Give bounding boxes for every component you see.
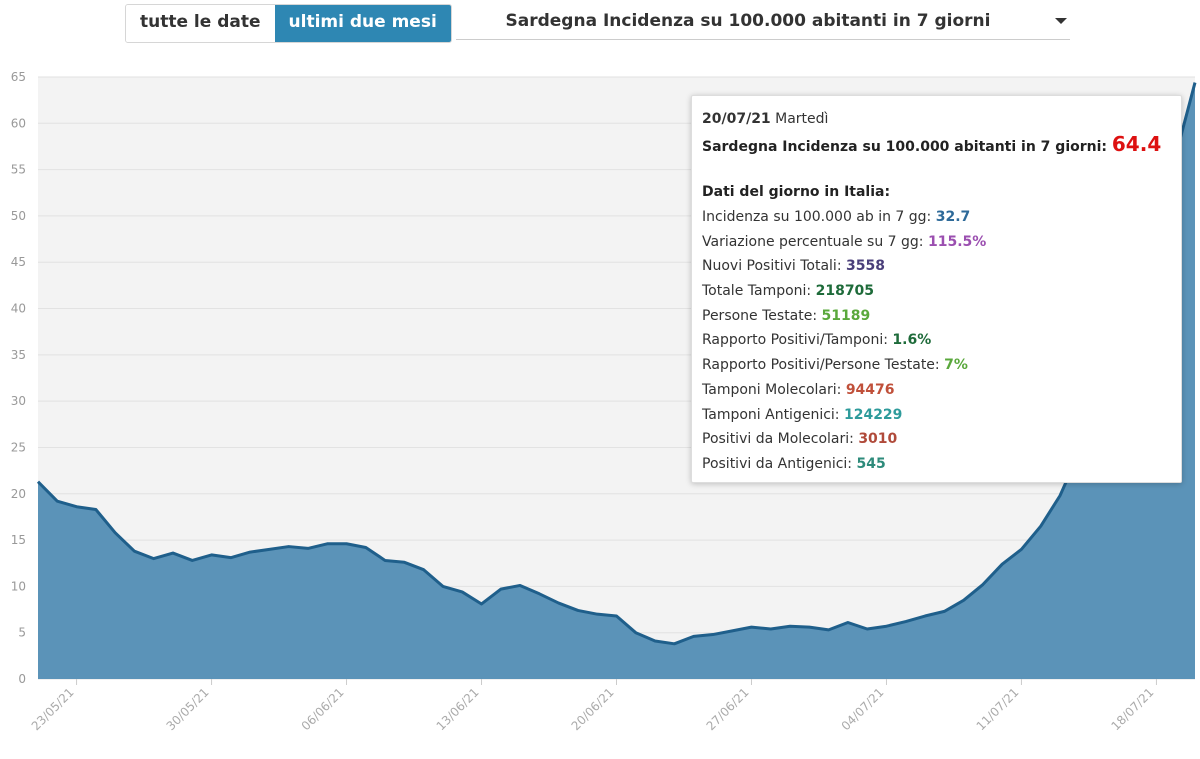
tooltip-row-value: 32.7 — [935, 209, 971, 225]
chevron-down-icon[interactable] — [1055, 18, 1067, 24]
tooltip-row-value: 51189 — [821, 307, 871, 324]
tooltip-row-value: 545 — [856, 455, 886, 472]
tooltip-italy-title: Dati del giorno in Italia: — [702, 184, 891, 200]
tooltip-row-label: Nuovi Positivi Totali: — [702, 258, 846, 275]
tooltip-row-value: 218705 — [815, 283, 875, 300]
x-tick-label: 04/07/21 — [839, 685, 887, 733]
tooltip-row-label: Incidenza su 100.000 ab in 7 gg: — [702, 209, 936, 225]
tooltip-row-label: Positivi da Antigenici: — [702, 455, 857, 472]
tooltip-metric-line: Sardegna Incidenza su 100.000 abitanti i… — [702, 130, 1171, 158]
y-tick-label: 10 — [11, 579, 26, 593]
x-tick-label: 20/06/21 — [569, 685, 617, 733]
y-tick-label: 55 — [11, 163, 26, 177]
tooltip-row-label: Persone Testate: — [702, 307, 822, 324]
tooltip-row: Incidenza su 100.000 ab in 7 gg: 32.7 — [702, 205, 1171, 230]
tooltip-row-value: 94476 — [845, 381, 895, 398]
metric-select[interactable]: Sardegna Incidenza su 100.000 abitanti i… — [456, 4, 1070, 40]
tooltip-date-line: 20/07/21 Martedì — [702, 108, 1171, 130]
tooltip-row-value: 7% — [944, 357, 968, 374]
series-area[interactable] — [36, 82, 1197, 679]
metric-select-label: Sardegna Incidenza su 100.000 abitanti i… — [505, 11, 991, 31]
tooltip-date: 20/07/21 — [702, 111, 771, 127]
tooltip-row-value: 1.6% — [892, 332, 932, 349]
tooltip-row: Tamponi Antigenici: 124229 — [702, 403, 1171, 428]
y-tick-label: 40 — [11, 302, 26, 316]
tooltip-row: Positivi da Antigenici: 545 — [702, 452, 1171, 477]
tooltip-row-label: Tamponi Antigenici: — [702, 406, 844, 423]
y-tick-label: 25 — [11, 440, 26, 454]
tooltip-row: Totale Tamponi: 218705 — [702, 279, 1171, 304]
tooltip-row-label: Rapporto Positivi/Tamponi: — [702, 332, 893, 349]
y-tick-label: 0 — [18, 672, 26, 686]
tooltip-row: Rapporto Positivi/Persone Testate: 7% — [702, 353, 1171, 378]
tooltip-metric-label: Sardegna Incidenza su 100.000 abitanti i… — [702, 139, 1108, 155]
x-tick-label: 30/05/21 — [164, 685, 212, 733]
y-tick-label: 35 — [11, 348, 26, 362]
tooltip-metric-value: 64.4 — [1111, 132, 1162, 156]
tooltip-row-value: 3010 — [858, 431, 898, 448]
x-tick-label: 23/05/21 — [29, 685, 77, 733]
date-range-toggle: tutte le date ultimi due mesi — [125, 4, 452, 43]
y-tick-label: 45 — [11, 255, 26, 269]
tooltip-row: Tamponi Molecolari: 94476 — [702, 378, 1171, 403]
tooltip-rows: Incidenza su 100.000 ab in 7 gg: 32.7 Var… — [702, 205, 1171, 477]
y-tick-label: 20 — [11, 487, 26, 501]
y-tick-label: 5 — [18, 626, 26, 640]
x-tick-label: 13/06/21 — [434, 685, 482, 733]
tooltip-row-label: Rapporto Positivi/Persone Testate: — [702, 357, 945, 374]
tooltip-row-value: 115.5% — [927, 233, 987, 250]
tooltip-row: Positivi da Molecolari: 3010 — [702, 427, 1171, 452]
data-tooltip: 20/07/21 Martedì Sardegna Incidenza su 1… — [691, 95, 1182, 483]
x-tick-label: 18/07/21 — [1109, 685, 1157, 733]
y-axis-ticks: 0 5 10 15 20 25 30 35 40 45 50 55 60 65 — [11, 70, 26, 686]
last-two-months-button[interactable]: ultimi due mesi — [274, 5, 451, 42]
series-area-fill — [38, 82, 1195, 679]
y-tick-label: 65 — [11, 70, 26, 84]
tooltip-row: Rapporto Positivi/Tamponi: 1.6% — [702, 328, 1171, 353]
x-tick-label: 06/06/21 — [299, 685, 347, 733]
x-axis-ticks: 23/05/21 30/05/21 06/06/21 13/06/21 20/06/21… — [29, 679, 1157, 733]
tooltip-weekday: Martedì — [775, 111, 829, 127]
series-line — [36, 82, 1197, 646]
tooltip-row-label: Positivi da Molecolari: — [702, 431, 859, 448]
tooltip-row-label: Variazione percentuale su 7 gg: — [702, 233, 928, 250]
tooltip-row-label: Tamponi Molecolari: — [702, 381, 846, 398]
tooltip-row: Variazione percentuale su 7 gg: 115.5% — [702, 230, 1171, 255]
y-tick-label: 60 — [11, 116, 26, 130]
x-tick-label: 11/07/21 — [974, 685, 1022, 733]
tooltip-row-value: 124229 — [843, 406, 903, 423]
y-tick-label: 50 — [11, 209, 26, 223]
tooltip-row: Persone Testate: 51189 — [702, 304, 1171, 329]
tooltip-row: Nuovi Positivi Totali: 3558 — [702, 254, 1171, 279]
tooltip-row-label: Totale Tamponi: — [702, 283, 816, 300]
y-tick-label: 15 — [11, 533, 26, 547]
y-tick-label: 30 — [11, 394, 26, 408]
x-tick-label: 27/06/21 — [704, 685, 752, 733]
tooltip-row-value: 3558 — [846, 258, 885, 275]
all-dates-button[interactable]: tutte le date — [126, 5, 275, 42]
